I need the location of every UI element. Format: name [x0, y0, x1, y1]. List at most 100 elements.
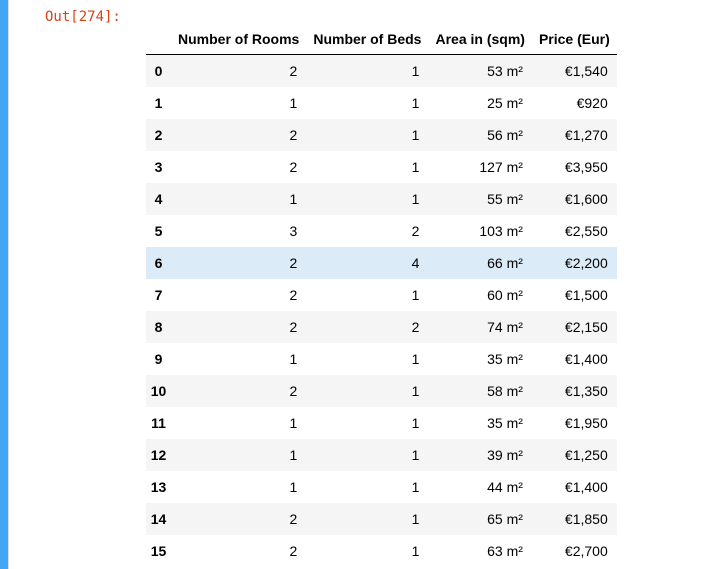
cell-beds: 1 — [411, 158, 420, 175]
cell-beds: 1 — [411, 286, 420, 303]
cell-area: 63 m² — [487, 542, 523, 559]
row-index: 15 — [150, 542, 167, 559]
table-row: 4 1 1 55 m² €1,600 — [146, 182, 617, 215]
cell-beds: 2 — [411, 318, 420, 335]
cell-area: 74 m² — [487, 318, 523, 335]
table-body: 0 2 1 53 m² €1,540 1 1 1 25 m² €920 2 2 1 56 m² €1,270… — [146, 54, 617, 567]
cell-rooms: 2 — [289, 62, 298, 79]
cell-border — [8, 0, 9, 569]
column-header-area: Area in (sqm) — [428, 24, 532, 55]
header-row: Number of Rooms Number of Beds Area in (… — [146, 24, 617, 55]
row-index: 8 — [154, 318, 163, 335]
row-index: 7 — [154, 286, 163, 303]
cell-area: 25 m² — [487, 94, 523, 111]
cell-rooms: 2 — [289, 382, 298, 399]
cell-beds: 1 — [411, 94, 420, 111]
table-row: 2 2 1 56 m² €1,270 — [146, 118, 617, 151]
cell-beds: 1 — [411, 126, 420, 143]
row-index: 1 — [154, 94, 163, 111]
table-row: 15 2 1 63 m² €2,700 — [146, 535, 617, 567]
cell-rooms: 2 — [289, 318, 298, 335]
output-prompt: Out[274]: — [45, 9, 121, 25]
row-index: 2 — [154, 126, 163, 143]
cell-beds: 1 — [411, 446, 420, 463]
cell-rooms: 2 — [289, 542, 298, 559]
cell-rooms: 1 — [289, 446, 298, 463]
cell-beds: 2 — [411, 222, 420, 239]
cell-beds: 1 — [411, 190, 420, 207]
dataframe-table: Number of Rooms Number of Beds Area in (… — [146, 24, 617, 567]
table-row: 0 2 1 53 m² €1,540 — [146, 54, 617, 87]
table-row: 13 1 1 44 m² €1,400 — [146, 471, 617, 503]
cell-area: 35 m² — [487, 414, 523, 431]
cell-price: €2,200 — [564, 254, 608, 271]
cell-rooms: 1 — [289, 94, 298, 111]
cell-area: 53 m² — [487, 62, 523, 79]
row-index: 0 — [154, 62, 163, 79]
row-index: 9 — [154, 350, 163, 367]
cell-area: 58 m² — [487, 382, 523, 399]
cell-price: €1,540 — [564, 62, 608, 79]
column-header-beds: Number of Beds — [306, 24, 429, 55]
table-row: 14 2 1 65 m² €1,850 — [146, 502, 617, 535]
cell-price: €1,270 — [564, 126, 608, 143]
row-index: 12 — [150, 446, 167, 463]
cell-area: 44 m² — [487, 478, 523, 495]
table-row: 3 2 1 127 m² €3,950 — [146, 151, 617, 183]
table-row: 11 1 1 35 m² €1,950 — [146, 407, 617, 439]
cell-price: €1,250 — [564, 446, 608, 463]
cell-rooms: 2 — [289, 158, 298, 175]
table-row: 12 1 1 39 m² €1,250 — [146, 438, 617, 471]
cell-rooms: 1 — [289, 414, 298, 431]
cell-rooms: 3 — [289, 222, 298, 239]
cell-area: 127 m² — [479, 158, 523, 175]
cell-price: €2,150 — [564, 318, 608, 335]
table-row: 10 2 1 58 m² €1,350 — [146, 374, 617, 407]
cell-price: €1,350 — [564, 382, 608, 399]
cell-beds: 1 — [411, 382, 420, 399]
dataframe-output: Number of Rooms Number of Beds Area in (… — [146, 24, 617, 567]
table-row: 5 3 2 103 m² €2,550 — [146, 215, 617, 247]
cell-price: €1,500 — [564, 286, 608, 303]
cell-area: 56 m² — [487, 126, 523, 143]
cell-beds: 4 — [411, 254, 420, 271]
row-index: 6 — [154, 254, 163, 271]
row-index: 13 — [150, 478, 167, 495]
cell-area: 55 m² — [487, 190, 523, 207]
cell-area: 65 m² — [487, 510, 523, 527]
cell-beds: 1 — [411, 542, 420, 559]
row-index: 4 — [154, 190, 163, 207]
cell-area: 39 m² — [487, 446, 523, 463]
cell-rooms: 1 — [289, 478, 298, 495]
cell-price: €1,850 — [564, 510, 608, 527]
cell-area: 66 m² — [487, 254, 523, 271]
cell-beds: 1 — [411, 350, 420, 367]
cell-area: 60 m² — [487, 286, 523, 303]
table-row: 8 2 2 74 m² €2,150 — [146, 310, 617, 343]
column-header-price: Price (Eur) — [531, 24, 617, 55]
table-row: 6 2 4 66 m² €2,200 — [146, 246, 617, 279]
cell-rooms: 2 — [289, 510, 298, 527]
cell-area: 103 m² — [479, 222, 523, 239]
cell-price: €1,600 — [564, 190, 608, 207]
table-row: 7 2 1 60 m² €1,500 — [146, 279, 617, 311]
row-index: 10 — [150, 382, 167, 399]
cell-rooms: 2 — [289, 126, 298, 143]
column-header-rooms: Number of Rooms — [171, 24, 307, 55]
cell-beds: 1 — [411, 414, 420, 431]
cell-beds: 1 — [411, 478, 420, 495]
cell-rooms: 1 — [289, 190, 298, 207]
active-cell-indicator[interactable] — [0, 0, 8, 569]
cell-price: €3,950 — [564, 158, 608, 175]
index-header — [146, 24, 171, 55]
cell-beds: 1 — [411, 510, 420, 527]
row-index: 11 — [151, 414, 166, 431]
cell-price: €1,400 — [564, 350, 608, 367]
cell-rooms: 1 — [289, 350, 298, 367]
cell-price: €2,700 — [564, 542, 608, 559]
cell-rooms: 2 — [289, 286, 298, 303]
table-row: 1 1 1 25 m² €920 — [146, 87, 617, 119]
table-row: 9 1 1 35 m² €1,400 — [146, 343, 617, 375]
row-index: 14 — [150, 510, 167, 527]
cell-area: 35 m² — [487, 350, 523, 367]
